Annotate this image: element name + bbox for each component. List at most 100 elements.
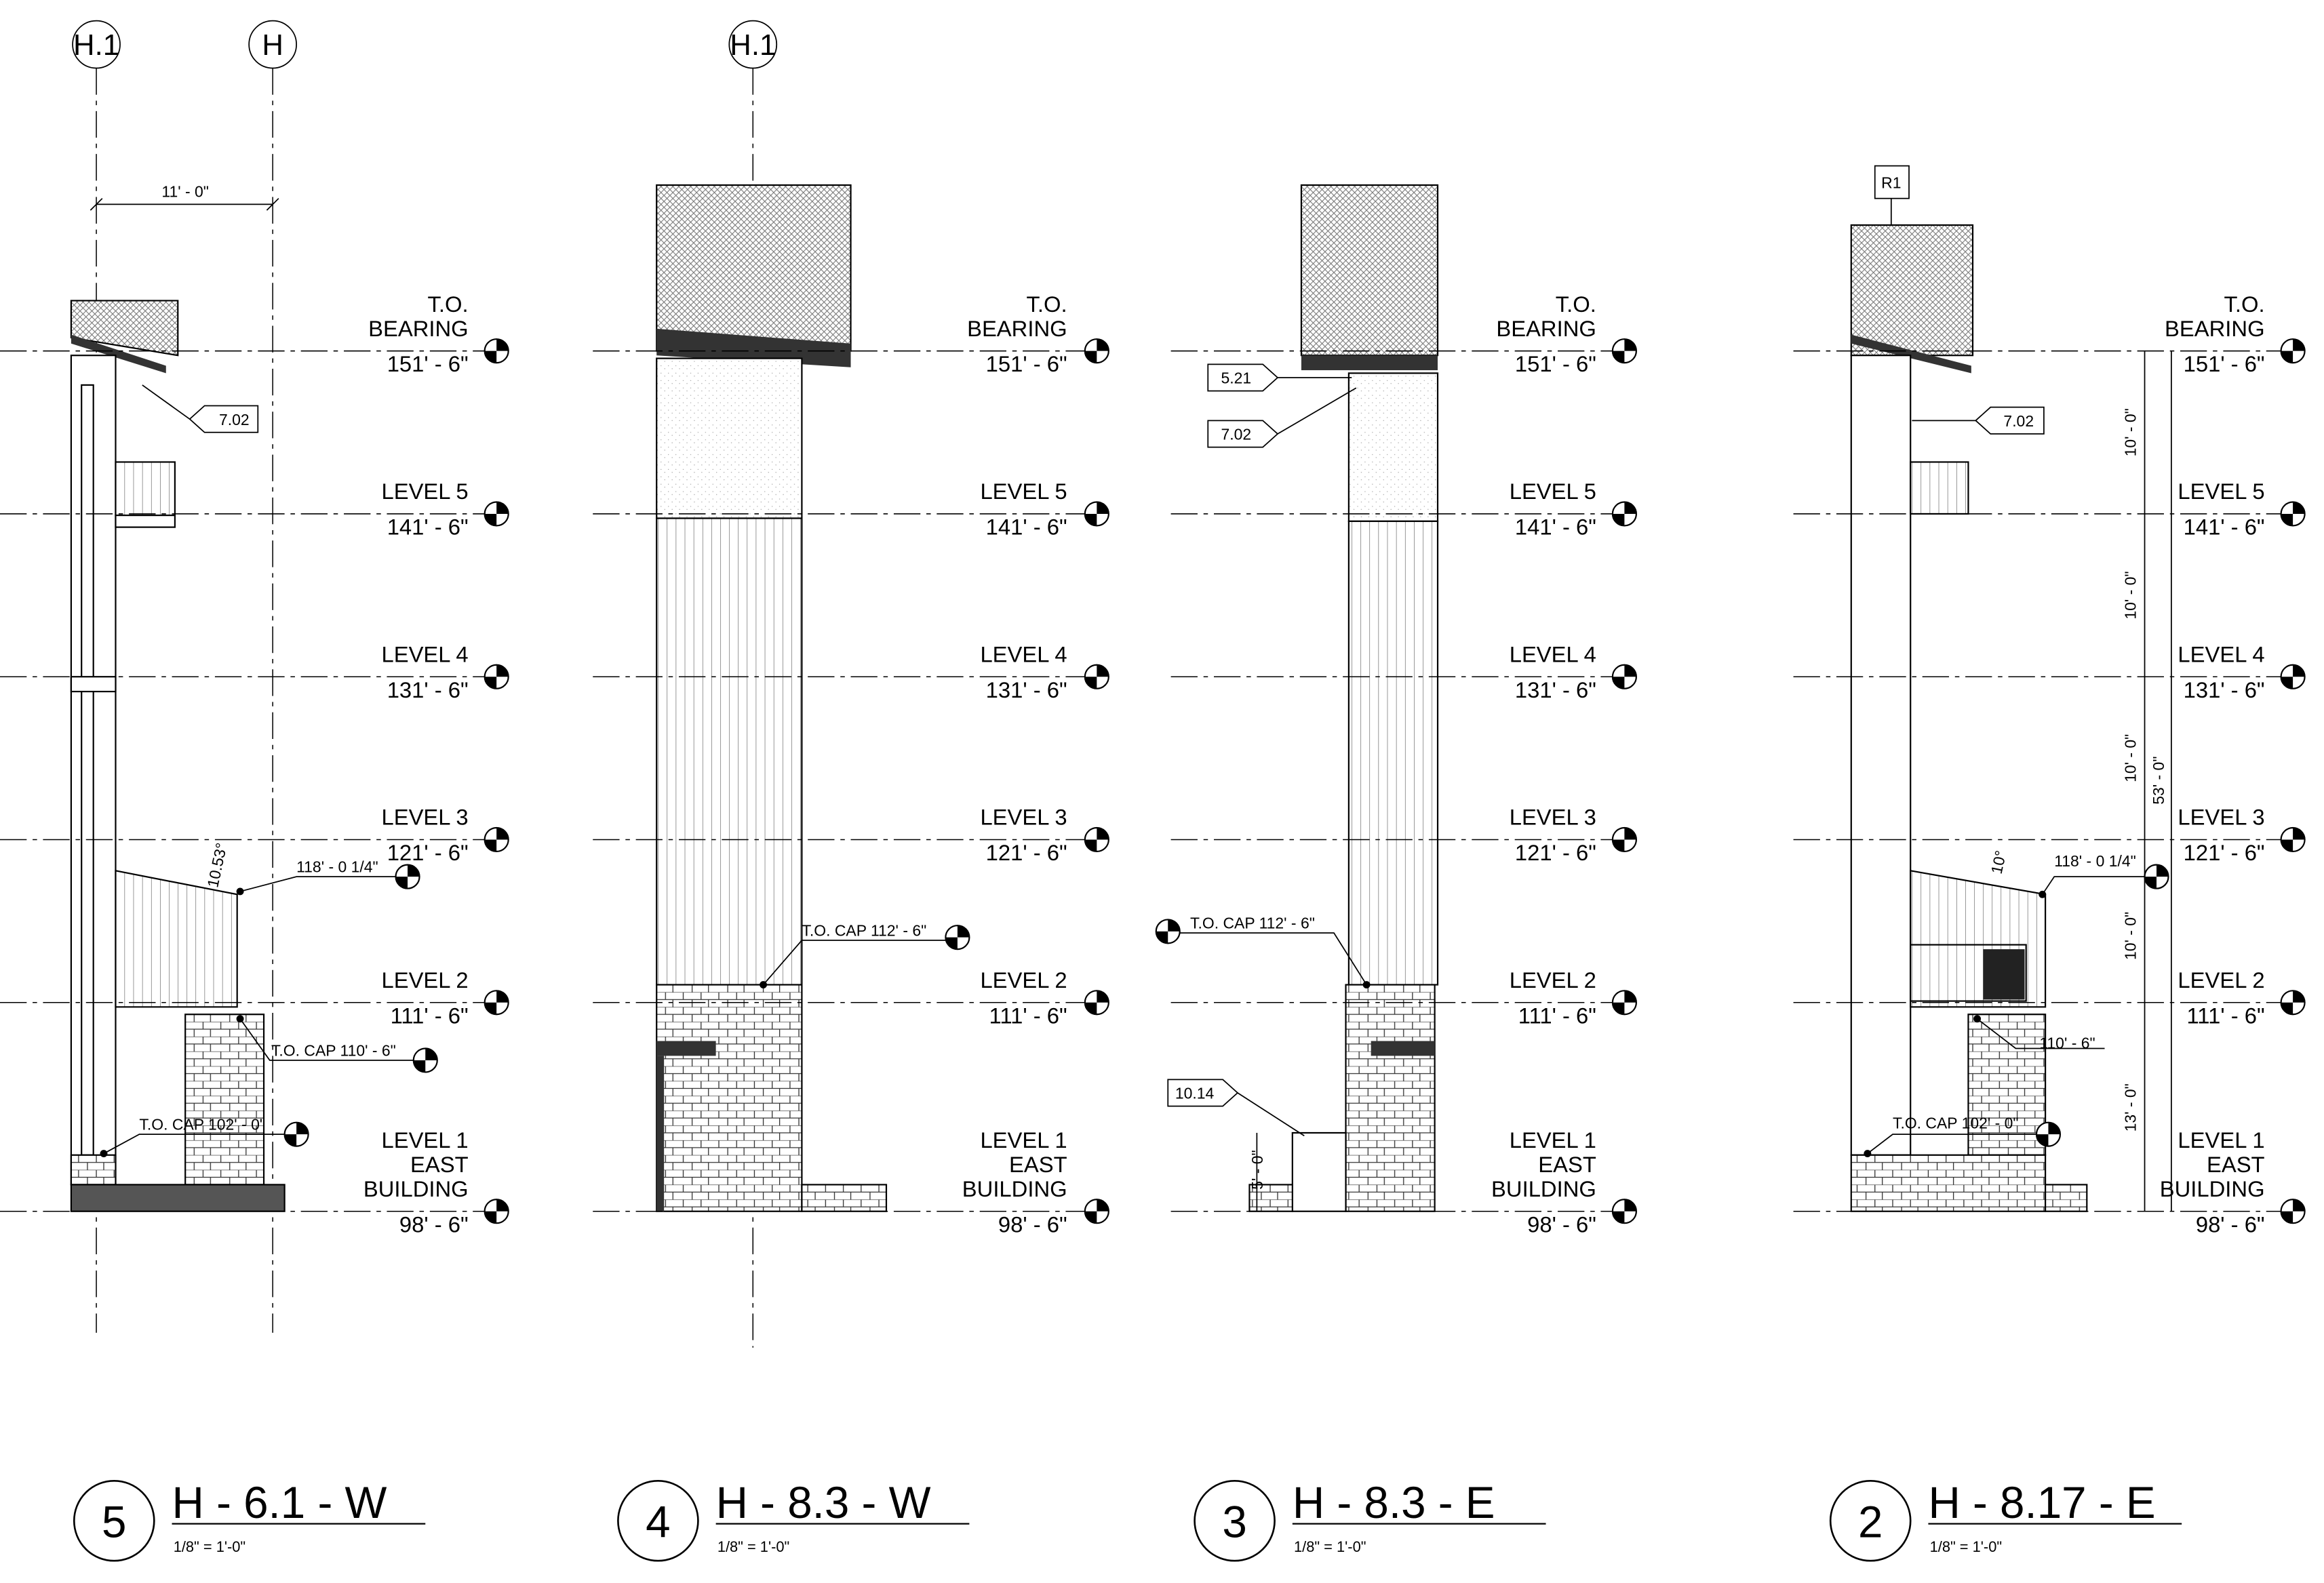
- level-marker: [414, 1048, 437, 1072]
- level-name: LEVEL 5: [381, 479, 468, 504]
- note: 118' - 0 1/4": [296, 858, 378, 876]
- tag: R1: [1881, 174, 1901, 191]
- level-elevation: 151' - 6": [986, 351, 1067, 376]
- view-title: H - 8.3 - E: [1293, 1478, 1495, 1527]
- level-name: LEVEL 4: [2178, 641, 2264, 666]
- level-marker: [2281, 339, 2305, 363]
- level-marker: [1156, 919, 1180, 943]
- level-elevation: 141' - 6": [2184, 515, 2265, 540]
- level-marker: [285, 1123, 309, 1146]
- level-elevation: 98' - 6": [998, 1211, 1067, 1237]
- dimension: 53' - 0": [2150, 757, 2167, 805]
- dimension: 5' - 0": [1248, 1150, 1266, 1189]
- drawing-sheet: H.1 H H.1 7.02 5.21 7.02 10.14 R1 7.02 1…: [0, 0, 2324, 1583]
- grid-label: H.1: [73, 28, 119, 62]
- grid-bubbles: H.1 H H.1: [73, 21, 776, 68]
- level-elevation: 131' - 6": [986, 677, 1067, 702]
- level-name: T.O.: [1556, 292, 1596, 317]
- level-name: LEVEL 2: [980, 967, 1067, 993]
- level-name: BUILDING: [363, 1176, 469, 1201]
- tag: 5.21: [1221, 369, 1251, 387]
- level-marker: [396, 865, 420, 889]
- level-marker: [485, 1199, 509, 1223]
- level-elevation: 111' - 6": [1518, 1003, 1596, 1028]
- level-name: BEARING: [2165, 316, 2265, 341]
- grid-lines: [96, 68, 1891, 1347]
- level-name: LEVEL 3: [1510, 805, 1596, 830]
- level-name: LEVEL 1: [980, 1127, 1067, 1153]
- note: T.O. CAP 112' - 6": [802, 921, 926, 939]
- level-name: BEARING: [368, 316, 469, 341]
- elevation-view-4: [656, 185, 886, 1211]
- level-marker: [1613, 502, 1636, 525]
- level-name: LEVEL 3: [980, 805, 1067, 830]
- level-name: LEVEL 1: [381, 1127, 468, 1153]
- level-name: T.O.: [428, 292, 469, 317]
- level-name: EAST: [1538, 1152, 1596, 1177]
- level-marker: [485, 502, 509, 525]
- level-name: LEVEL 4: [980, 641, 1067, 666]
- view-scale: 1/8" = 1'-0": [1294, 1538, 1366, 1555]
- angle-note: 10°: [1988, 849, 2010, 875]
- level-marker: [2281, 502, 2305, 525]
- level-marker: [2036, 1123, 2060, 1146]
- dimension: 10' - 0": [2121, 734, 2139, 782]
- level-name: EAST: [1009, 1152, 1067, 1177]
- level-marker: [1613, 339, 1636, 363]
- level-elevation: 121' - 6": [2184, 840, 2265, 865]
- note: 110' - 6": [2039, 1034, 2095, 1051]
- dimension: 11' - 0": [161, 183, 209, 201]
- level-marker: [1085, 502, 1109, 525]
- level-name: BUILDING: [2160, 1176, 2265, 1201]
- level-marker: [1613, 990, 1636, 1014]
- level-elevation: 111' - 6": [989, 1003, 1067, 1028]
- level-elevation: 121' - 6": [387, 840, 469, 865]
- level-name: EAST: [2207, 1152, 2265, 1177]
- level-marker: [945, 925, 969, 949]
- note: 118' - 0 1/4": [2054, 852, 2136, 870]
- dimension: 10' - 0": [2121, 571, 2139, 619]
- level-marker: [1613, 1199, 1636, 1223]
- level-name: LEVEL 2: [1510, 967, 1596, 993]
- level-name: LEVEL 1: [1510, 1127, 1596, 1153]
- level-marker: [1085, 828, 1109, 851]
- level-marker: [2281, 990, 2305, 1014]
- dimension: 10' - 0": [2121, 912, 2139, 960]
- level-name: LEVEL 5: [980, 479, 1067, 504]
- note: T.O. CAP 112' - 6": [1190, 915, 1315, 932]
- level-name: LEVEL 2: [2178, 967, 2264, 993]
- view-number: 3: [1222, 1497, 1246, 1546]
- level-marker: [2281, 1199, 2305, 1223]
- level-elevation: 98' - 6": [1527, 1211, 1596, 1237]
- level-marker: [1085, 339, 1109, 363]
- level-name: LEVEL 4: [1510, 641, 1596, 666]
- level-name: LEVEL 1: [2178, 1127, 2264, 1153]
- level-elevation: 141' - 6": [986, 515, 1067, 540]
- angle-note: 10.53°: [203, 841, 230, 889]
- level-elevation: 121' - 6": [986, 840, 1067, 865]
- level-name: BEARING: [1496, 316, 1596, 341]
- level-name: EAST: [410, 1152, 469, 1177]
- level-marker: [1613, 665, 1636, 689]
- level-name: LEVEL 3: [2178, 805, 2264, 830]
- view-number: 5: [102, 1497, 126, 1546]
- level-marker: [1085, 990, 1109, 1014]
- level-elevation: 131' - 6": [2184, 677, 2265, 702]
- level-name: T.O.: [1027, 292, 1067, 317]
- level-name: BUILDING: [962, 1176, 1067, 1201]
- level-marker: [485, 828, 509, 851]
- level-marker: [1085, 1199, 1109, 1223]
- grid-label: H: [262, 28, 283, 62]
- elevation-view-3: [1249, 185, 1438, 1211]
- level-elevation: 111' - 6": [391, 1003, 469, 1028]
- view-number: 2: [1858, 1497, 1883, 1546]
- level-elevation: 98' - 6": [399, 1211, 469, 1237]
- level-name: LEVEL 2: [381, 967, 468, 993]
- level-name: BEARING: [967, 316, 1067, 341]
- level-elevation: 131' - 6": [387, 677, 469, 702]
- level-marker: [485, 665, 509, 689]
- level-elevation: 111' - 6": [2187, 1003, 2265, 1028]
- tag: 10.14: [1175, 1085, 1215, 1102]
- dimension: 13' - 0": [2121, 1083, 2139, 1131]
- level-marker: [2281, 828, 2305, 851]
